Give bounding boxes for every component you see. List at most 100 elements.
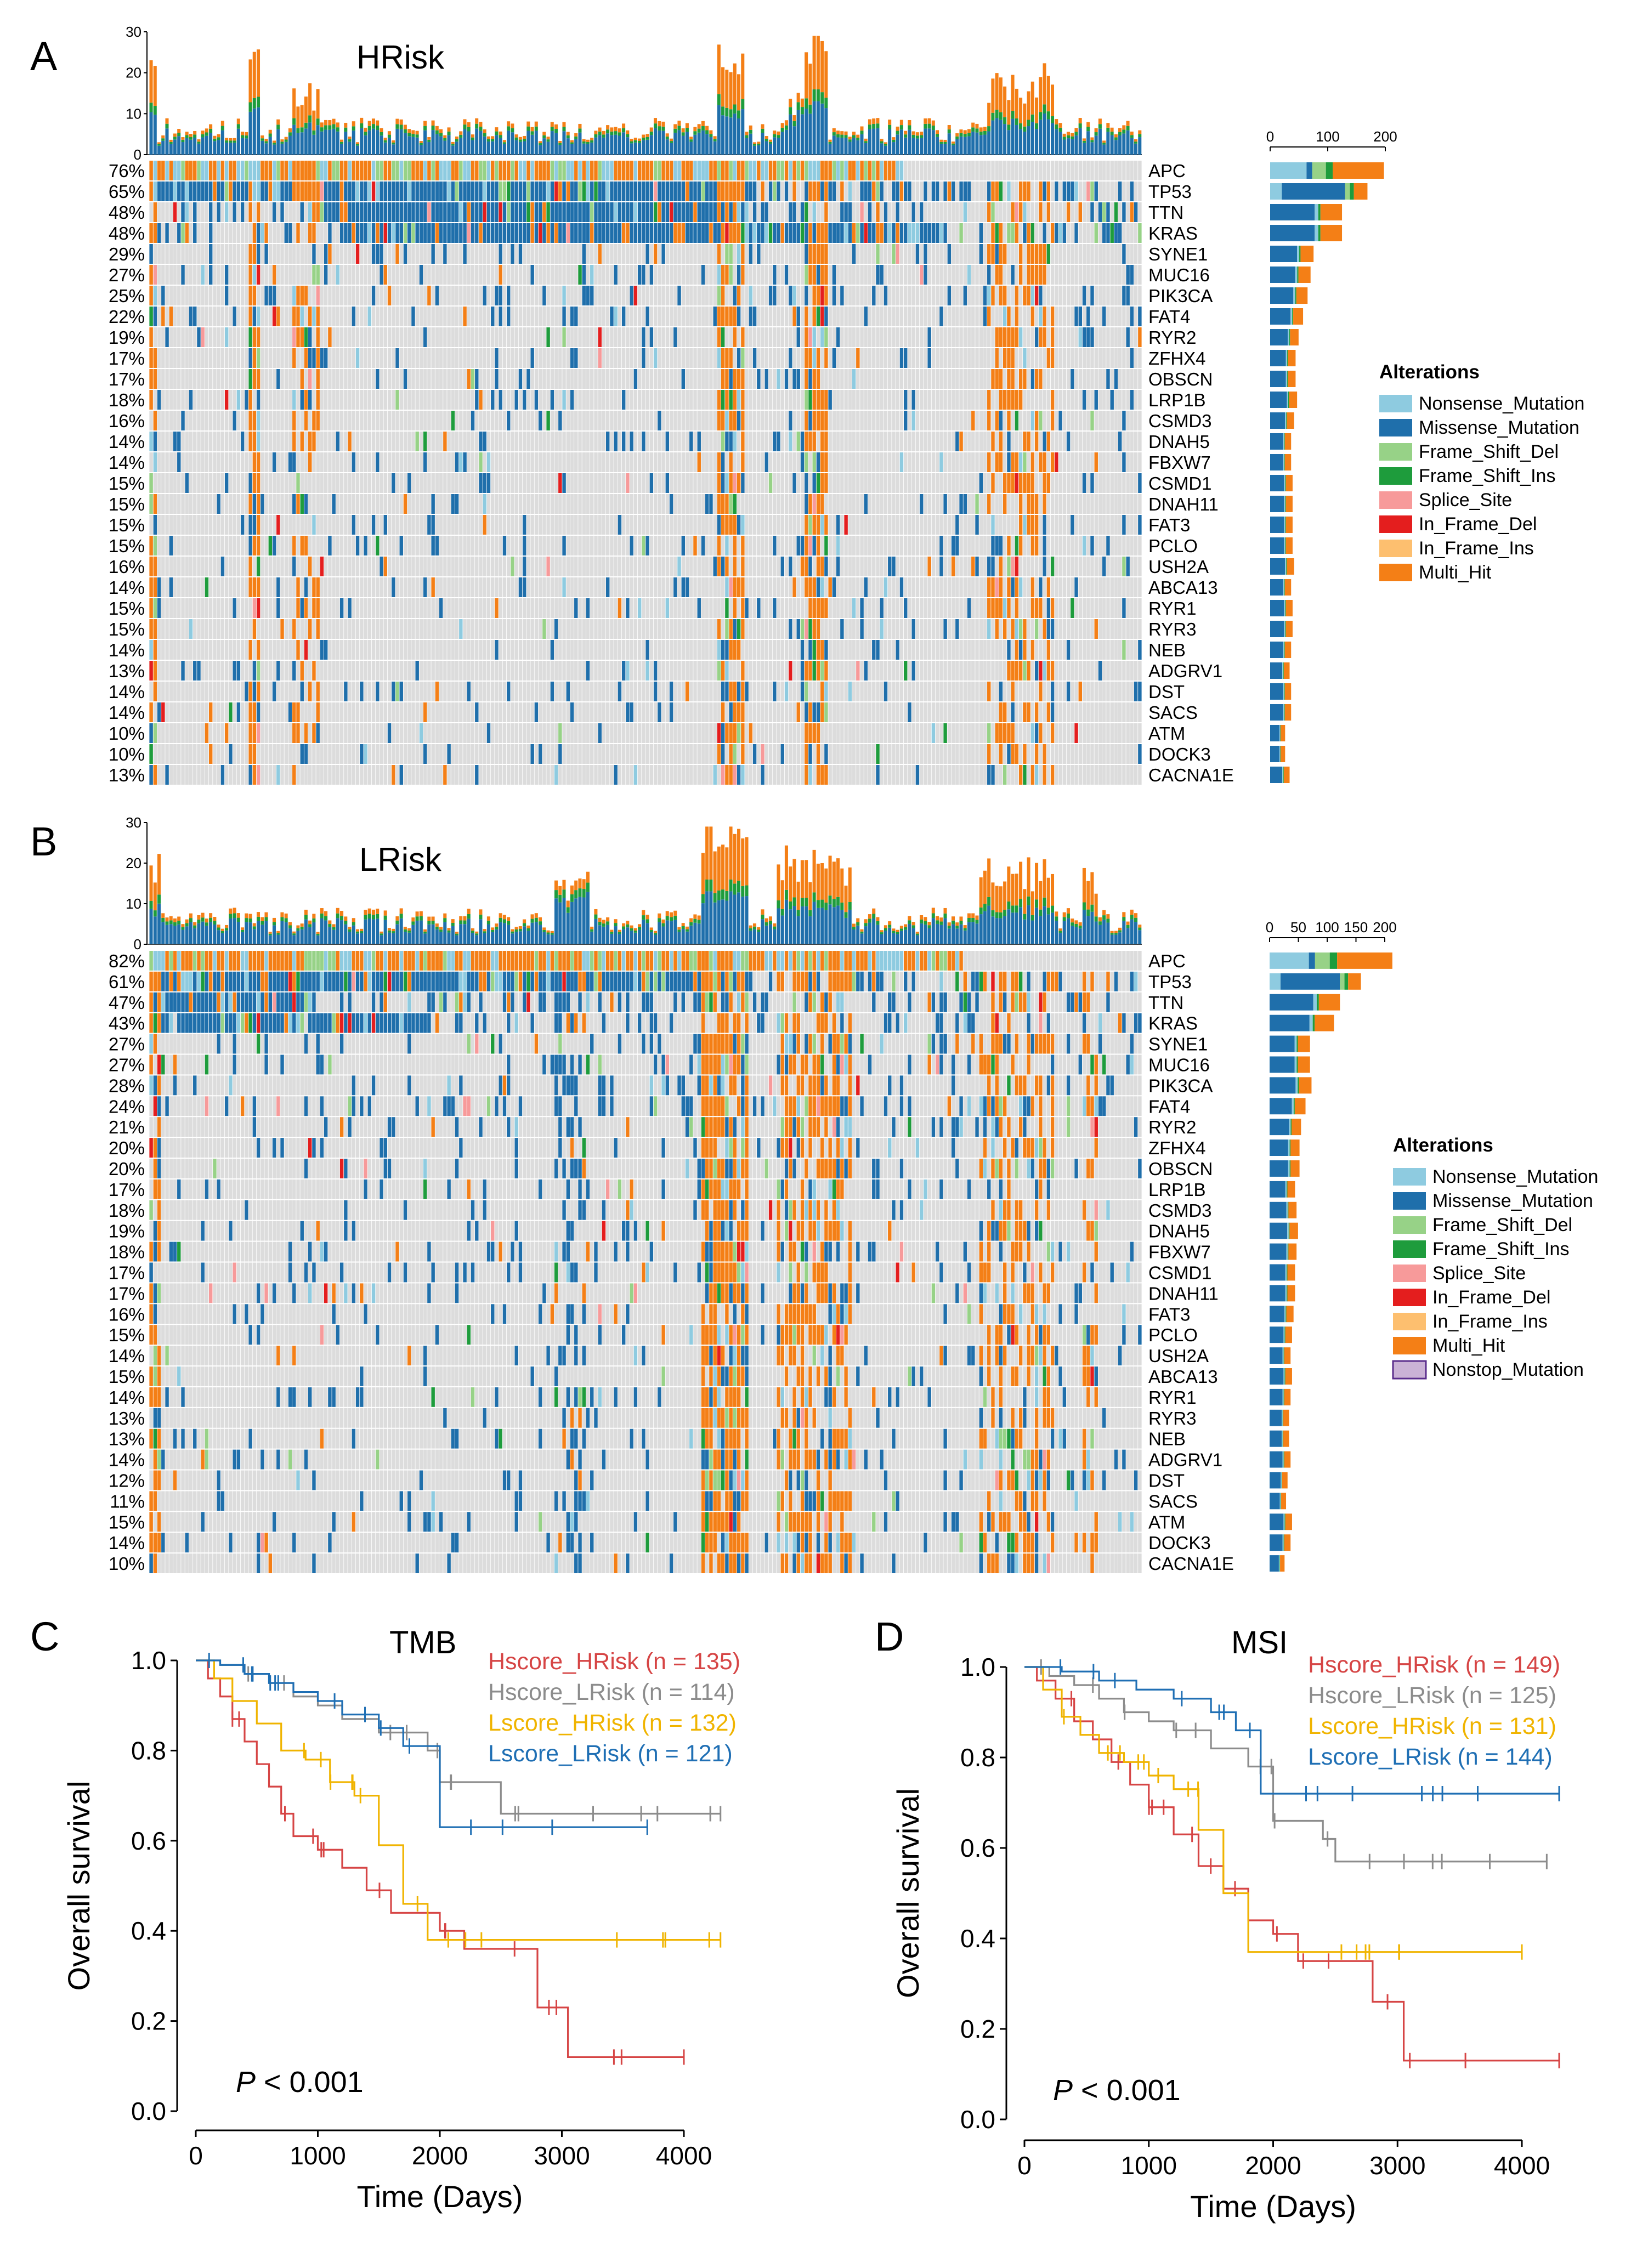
cell-pik3ca [658,286,661,305]
cell-kras [658,223,661,243]
cell-zfhx4 [240,348,245,368]
cell-lrp1b [1062,390,1067,410]
tmb-bar-missense [1058,132,1062,155]
cell-kras [899,223,904,243]
cell-tp53 [1023,182,1027,201]
cell-pik3ca [911,286,915,305]
cell-csmd1 [939,473,943,493]
cell-obscn [229,369,233,389]
tmb-bar-missense [229,143,233,155]
cell-fbxw7 [443,452,447,472]
cell-tp53 [574,182,578,201]
cell-tp53 [471,182,475,201]
cell-obscn [773,369,777,389]
cell-pik3ca [395,286,399,305]
tmb-bar-missense [721,115,725,155]
cell-syne1 [749,244,753,264]
cell-csmd1 [252,473,257,493]
cell-apc [403,161,407,180]
tmb-bar-other [376,125,380,131]
cell-obscn [296,369,300,389]
cell-csmd1 [630,473,633,493]
cell-csmd1 [610,473,614,493]
cell-lrp1b [264,390,268,410]
cell-zfhx4 [614,348,618,368]
cell-kras [888,223,892,243]
cell-csmd1 [645,473,649,493]
cell-obscn [621,369,626,389]
cell-kras [1086,223,1090,243]
cell-tp53 [987,182,991,201]
cell-tp53 [272,182,276,201]
cell-ttn [884,202,888,222]
cell-ttn [415,202,419,222]
cell-fbxw7 [499,452,502,472]
tmb-bar-multihit [899,120,903,126]
cell-tp53 [367,182,372,201]
cell-fat4 [1043,307,1046,326]
cell-syne1 [471,244,475,264]
cell-dnah11 [1027,494,1030,514]
cell-ttn [332,202,336,222]
cell-ryr2 [483,327,486,347]
cell-fbxw7 [439,452,443,472]
tmb-bar-other [355,144,360,146]
cell-fbxw7 [1027,452,1030,472]
cell-kras [777,223,780,243]
cell-fbxw7 [336,452,340,472]
cell-tp53 [296,182,300,201]
cell-csmd3 [1078,411,1082,430]
cell-kras [606,223,610,243]
cell-zfhx4 [1106,348,1110,368]
cell-pik3ca [1134,286,1138,305]
cell-syne1 [236,244,241,264]
cell-csmd3 [872,411,876,430]
cell-fbxw7 [407,452,411,472]
tmb-bar-missense [165,128,169,155]
cell-kras [971,223,975,243]
tmb-bar-multihit [260,135,264,139]
cell-ryr2 [578,327,582,347]
cell-csmd1 [689,473,693,493]
tmb-bar-missense [975,132,979,155]
cell-pik3ca [681,286,685,305]
cell-obscn [475,369,479,389]
tmb-bar-missense [316,125,320,155]
cell-csmd1 [260,473,264,493]
cell-ttn [773,202,777,222]
tmb-bar-other [1055,124,1058,129]
cell-tp53 [805,182,808,201]
cell-apc [991,161,995,180]
cell-kras [594,223,598,243]
cell-csmd3 [630,411,633,430]
cell-muc16 [189,265,193,285]
cell-ryr2 [570,327,574,347]
cell-ryr2 [832,327,836,347]
cell-fbxw7 [1074,452,1078,472]
cell-csmd3 [407,411,411,430]
cell-ryr2 [308,327,312,347]
cell-apc [1015,161,1019,180]
cell-syne1 [828,244,832,264]
cell-csmd3 [224,411,229,430]
cell-ttn [955,202,959,222]
cell-dnah5 [1030,432,1035,451]
cell-dnah5 [364,432,367,451]
cell-kras [1078,223,1082,243]
cell-fbxw7 [570,452,574,472]
cell-lrp1b [380,390,383,410]
cell-pik3ca [983,286,987,305]
cell-dnah5 [633,432,638,451]
cell-lrp1b [1114,390,1118,410]
cell-kras [165,223,169,243]
cell-pik3ca [526,286,530,305]
tmb-bar-other [387,134,391,138]
cell-lrp1b [971,390,975,410]
tmb-bar-other [252,98,256,109]
cell-kras [757,223,761,243]
tmb-bar-other [1007,124,1011,131]
cell-obscn [177,369,181,389]
cell-ttn [752,202,757,222]
tmb-bar-multihit [217,134,220,138]
cell-syne1 [387,244,392,264]
